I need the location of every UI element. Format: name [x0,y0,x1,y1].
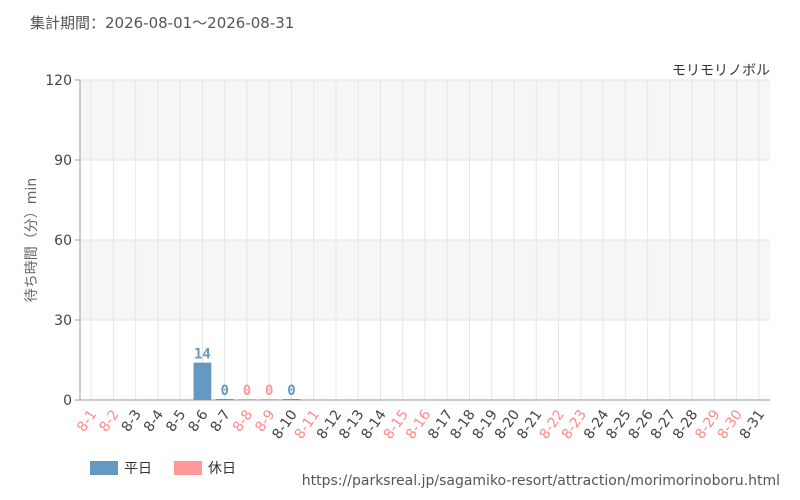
x-tick-label: 8-2 [96,407,122,435]
y-tick-label: 30 [54,313,72,329]
attraction-name: モリモリノボル [672,63,770,79]
y-tick-label: 0 [63,393,72,409]
legend-weekday[interactable]: 平日 [90,458,152,478]
data-label: 0 [287,383,295,399]
source-url[interactable]: https://parksreal.jp/sagamiko-resort/att… [301,473,780,489]
bar [260,399,279,400]
x-tick-label: 8-3 [119,407,145,435]
x-tick-label: 8-1 [74,407,100,435]
legend-holiday[interactable]: 休日 [174,458,236,478]
data-label: 14 [194,347,211,363]
x-tick-label: 8-4 [141,407,167,435]
bar [215,399,234,400]
legend-weekday-swatch [90,461,118,475]
legend-holiday-label: 休日 [208,461,236,477]
data-label: 0 [243,383,251,399]
period-label: 集計期間：2026-08-01～2026-08-31 [30,14,295,32]
x-tick-label: 8-5 [163,407,189,435]
y-tick-label: 120 [45,73,72,89]
y-tick-label: 60 [54,233,72,249]
legend-holiday-swatch [174,461,202,475]
x-tick-label: 8-31 [737,407,768,442]
data-label: 0 [220,383,228,399]
x-tick-label: 8-8 [230,407,256,435]
bar [238,399,256,400]
x-tick-label: 8-6 [185,407,211,435]
data-label: 0 [265,383,273,399]
bar [193,362,212,400]
bar [282,399,301,400]
legend: 平日 休日 [90,458,236,478]
y-tick-label: 90 [54,153,72,169]
x-tick-label: 8-7 [208,407,234,435]
legend-weekday-label: 平日 [124,461,152,477]
